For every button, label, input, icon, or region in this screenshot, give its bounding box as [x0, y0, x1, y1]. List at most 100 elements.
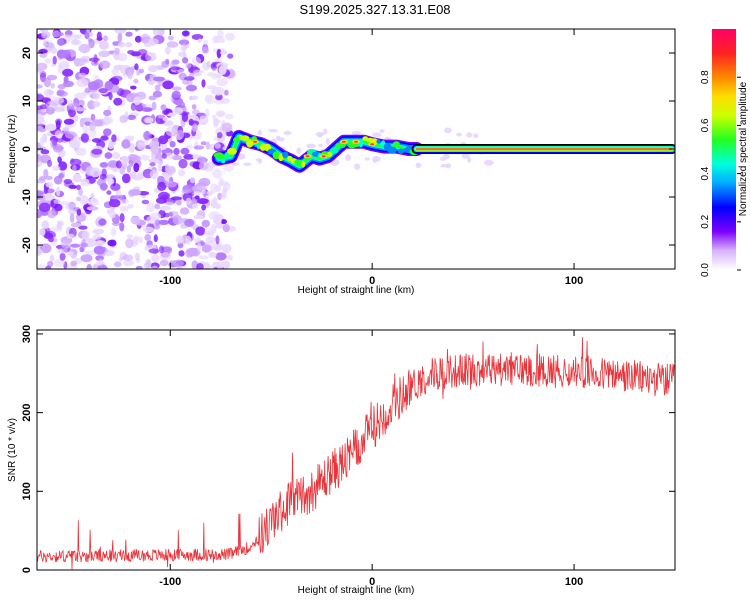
ridge-blob — [278, 153, 284, 162]
noise-blob — [133, 78, 139, 84]
noise-blob — [82, 117, 94, 122]
noise-blob — [98, 88, 108, 94]
noise-blob — [107, 142, 115, 150]
noise-blob — [75, 107, 87, 112]
noise-blob — [92, 234, 102, 240]
noise-blob — [81, 230, 90, 240]
noise-blob — [50, 226, 63, 232]
noise-blob — [133, 235, 139, 241]
ridge-blob — [397, 148, 405, 154]
noise-blob — [201, 46, 209, 54]
noise-blob — [37, 105, 44, 110]
ridge-blob — [282, 151, 289, 159]
noise-blob — [126, 234, 134, 239]
noise-blob — [100, 135, 109, 141]
noise-blob — [89, 167, 102, 178]
noise-blob — [84, 31, 90, 40]
noise-blob — [50, 47, 58, 54]
noise-blob — [92, 90, 101, 101]
noise-blob — [188, 118, 194, 126]
noise-blob — [121, 139, 131, 149]
noise-blob — [76, 184, 81, 190]
noise-blob — [158, 114, 164, 119]
noise-blob — [45, 265, 52, 269]
noise-blob — [78, 72, 87, 78]
noise-blob — [193, 191, 201, 196]
noise-blob — [191, 123, 198, 132]
noise-blob — [98, 258, 104, 267]
y-tick-label: 10 — [21, 95, 33, 107]
noise-blob — [255, 158, 262, 162]
noise-blob — [70, 243, 81, 248]
y-tick-label: -10 — [21, 189, 33, 205]
noise-blob — [159, 252, 171, 261]
noise-blob — [104, 152, 113, 159]
noise-blob — [203, 40, 209, 45]
noise-blob — [164, 201, 175, 206]
noise-blob — [153, 76, 165, 82]
noise-blob — [44, 58, 52, 64]
noise-blob — [443, 153, 450, 160]
noise-blob — [171, 90, 181, 101]
noise-blob — [212, 86, 225, 96]
noise-blob — [37, 263, 46, 269]
noise-blob — [121, 155, 130, 163]
noise-blob — [130, 85, 137, 90]
noise-blob — [39, 227, 46, 236]
noise-blob — [48, 236, 54, 243]
noise-blob — [119, 256, 124, 262]
noise-blob — [306, 143, 316, 149]
noise-blob — [206, 60, 211, 69]
colorbar: 0.0 0.2 0.4 0.6 0.8 Normalized spectral ampl… — [700, 29, 749, 277]
noise-blob — [39, 53, 47, 58]
noise-blob — [165, 126, 176, 137]
noise-blob — [58, 173, 64, 179]
noise-blob — [134, 63, 139, 71]
noise-blob — [379, 129, 385, 134]
noise-blob — [124, 42, 133, 48]
noise-blob — [354, 163, 361, 170]
noise-blob — [56, 90, 68, 97]
noise-blob — [116, 52, 128, 62]
noise-blob — [415, 162, 422, 168]
noise-blob — [133, 162, 140, 173]
noise-blob — [178, 169, 186, 177]
noise-blob — [84, 87, 91, 94]
noise-blob — [243, 162, 252, 167]
noise-blob — [445, 163, 452, 169]
ridge-blob — [233, 137, 240, 143]
noise-blob — [283, 130, 292, 135]
noise-blob — [99, 162, 109, 168]
noise-blob — [467, 156, 472, 163]
noise-blob — [212, 168, 223, 179]
noise-blob — [86, 206, 99, 211]
noise-blob — [208, 251, 217, 258]
x-tick-label: -100 — [159, 576, 181, 588]
noise-blob — [53, 199, 61, 204]
noise-blob — [54, 31, 64, 37]
noise-blob — [134, 29, 139, 32]
noise-blob — [178, 39, 190, 46]
noise-blob — [191, 104, 197, 110]
noise-blob — [54, 130, 63, 139]
ridge-blob — [327, 151, 333, 158]
noise-blob — [198, 255, 209, 260]
noise-blob — [119, 205, 129, 212]
noise-blob — [166, 112, 177, 117]
noise-blob — [135, 265, 143, 269]
colorbar-tick-label: 0.4 — [700, 166, 711, 180]
noise-blob — [127, 114, 136, 121]
noise-blob — [61, 49, 71, 59]
noise-blob — [172, 215, 183, 225]
noise-blob — [80, 181, 91, 187]
noise-blob — [125, 238, 134, 249]
noise-blob — [111, 68, 120, 76]
noise-blob — [126, 165, 131, 173]
noise-blob — [41, 31, 51, 39]
colorbar-label: Normalized spectral amplitude — [738, 81, 749, 216]
noise-blob — [85, 250, 96, 256]
noise-blob — [224, 113, 234, 120]
snr-series-line — [37, 337, 675, 570]
noise-blob — [64, 131, 77, 139]
colorbar-tick-label: 0.0 — [700, 263, 711, 277]
